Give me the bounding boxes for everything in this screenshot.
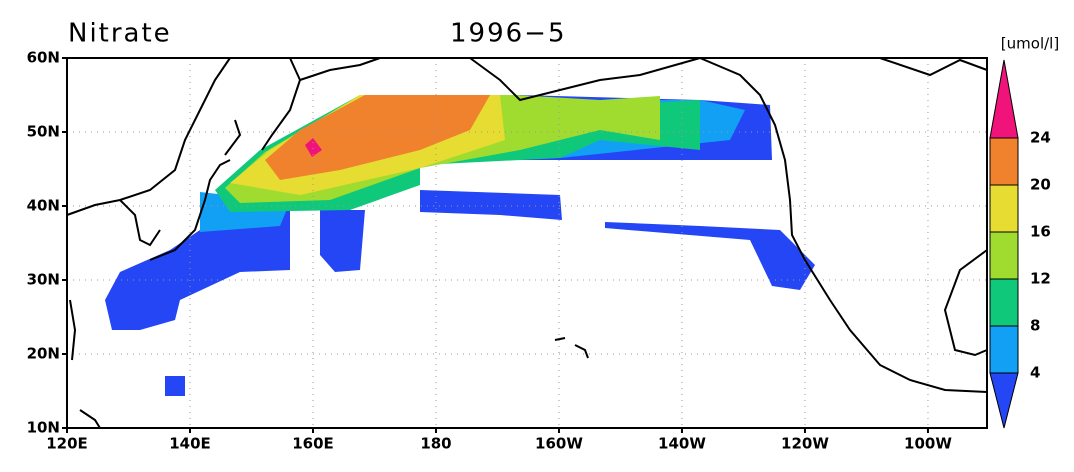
y-tick-label: 40N — [27, 197, 60, 215]
x-tick-label: 160W — [535, 435, 583, 453]
data-field — [105, 95, 815, 396]
colorbar-box — [989, 184, 1019, 233]
colorbar-box — [989, 231, 1019, 280]
y-tick-label: 50N — [27, 123, 60, 141]
coast-hawaii — [554, 337, 589, 359]
title: Nitrate — [68, 19, 172, 49]
colorbar-label: 12 — [1030, 270, 1051, 288]
x-tick-label: 160E — [292, 435, 334, 453]
colorbar-bottom — [989, 372, 1019, 429]
coast-asia — [66, 57, 231, 216]
nitrate-field — [605, 222, 815, 290]
coast-japan — [149, 119, 242, 261]
colorbar-box — [989, 325, 1019, 374]
x-tick-label: 180 — [420, 435, 451, 453]
nitrate-field — [305, 138, 322, 157]
coast-korea — [119, 199, 161, 247]
coastlines — [66, 57, 988, 429]
axes: 120E 140E 160E 180 160W 140W 120W 100W 10N 20N 30N… — [27, 49, 953, 453]
x-tick-label: 140W — [658, 435, 706, 453]
coast-mexico-gulf — [879, 57, 988, 357]
colorbar-box — [989, 278, 1019, 327]
nitrate-field — [105, 195, 290, 330]
colorbar: 4 8 12 16 20 24 — [989, 59, 1051, 429]
x-tick-label: 100W — [904, 435, 952, 453]
nitrate-field — [320, 210, 365, 272]
colorbar-top — [989, 59, 1019, 139]
coast-kamchatka — [261, 57, 381, 151]
y-tick-label: 10N — [27, 419, 60, 437]
x-tick-label: 120W — [781, 435, 829, 453]
y-tick-label: 30N — [27, 271, 60, 289]
y-tick-label: 20N — [27, 345, 60, 363]
colorbar-label: 16 — [1030, 223, 1051, 241]
coast-namerica — [699, 57, 988, 393]
map-frame — [66, 57, 988, 429]
nitrate-field — [265, 95, 490, 180]
colorbar-label: 4 — [1030, 364, 1040, 382]
colorbar-label: 20 — [1030, 176, 1051, 194]
unit-label: [umol/l] — [1001, 35, 1059, 53]
coast-philippines — [69, 299, 101, 429]
colorbar-box — [989, 137, 1019, 186]
x-tick-label: 120E — [46, 435, 88, 453]
y-tick-label: 60N — [27, 49, 60, 67]
nitrate-field — [420, 190, 562, 220]
colorbar-label: 24 — [1030, 129, 1051, 147]
x-tick-label: 140E — [169, 435, 211, 453]
subtitle: 1996−5 — [450, 19, 567, 49]
colorbar-label: 8 — [1030, 317, 1040, 335]
nitrate-field — [165, 376, 185, 396]
coast-alaska — [469, 57, 701, 102]
